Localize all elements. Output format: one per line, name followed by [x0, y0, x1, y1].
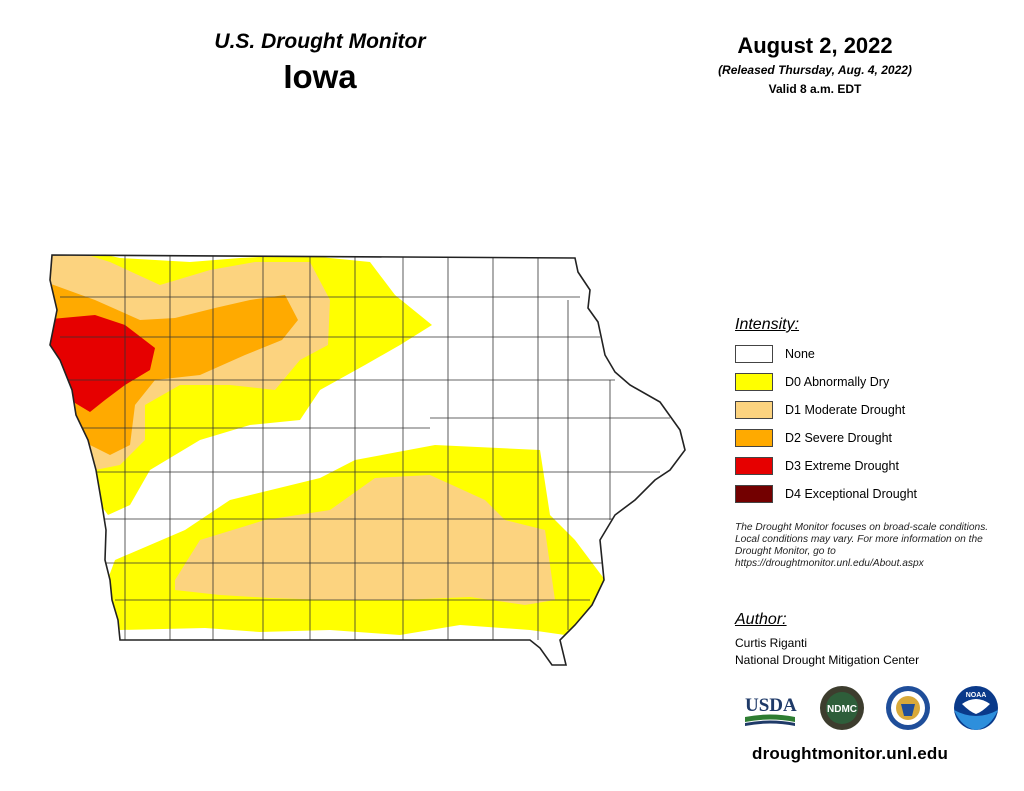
legend-title: Intensity: — [735, 316, 800, 333]
legend-swatch — [735, 373, 773, 391]
disclaimer-note: The Drought Monitor focuses on broad-sca… — [735, 522, 989, 569]
ndmc-logo-text: NDMC — [827, 704, 857, 715]
legend-item-d1: D1 Moderate Drought — [735, 396, 1015, 424]
legend-item-none: None — [735, 340, 1015, 368]
legend-item-d3: D3 Extreme Drought — [735, 452, 1015, 480]
usda-logo-text: USDA — [745, 695, 797, 716]
legend-label: D2 Severe Drought — [785, 431, 893, 445]
ndmc-logo: NDMC — [820, 686, 864, 730]
legend-item-d4: D4 Exceptional Drought — [735, 480, 1015, 508]
valid-time: Valid 8 a.m. EDT — [768, 82, 862, 96]
header-left: U.S. Drought Monitor Iowa — [150, 30, 490, 96]
drought-areas — [50, 255, 685, 665]
legend-item-d0: D0 Abnormally Dry — [735, 368, 1015, 396]
author-block: Author: Curtis Riganti National Drought … — [735, 611, 1015, 669]
legend-label: D3 Extreme Drought — [785, 459, 899, 473]
legend-swatch — [735, 401, 773, 419]
legend-swatch — [735, 485, 773, 503]
noaa-logo: NOAA — [954, 686, 998, 730]
agency-logos: USDA NDMC NOAA — [745, 686, 998, 730]
legend-label: D0 Abnormally Dry — [785, 375, 890, 389]
legend: Intensity: None D0 Abnormally Dry D1 Mod… — [735, 316, 1015, 508]
state-title: Iowa — [283, 58, 357, 95]
iowa-outline — [49, 254, 686, 666]
release-date: (Released Thursday, Aug. 4, 2022) — [718, 63, 912, 77]
legend-swatch — [735, 429, 773, 447]
area-d1-south — [175, 475, 555, 605]
legend-label: D1 Moderate Drought — [785, 403, 906, 417]
legend-item-d2: D2 Severe Drought — [735, 424, 1015, 452]
monitor-title: U.S. Drought Monitor — [214, 30, 426, 53]
county-lines — [60, 255, 670, 640]
header-right: August 2, 2022 (Released Thursday, Aug. … — [660, 33, 970, 96]
legend-label: None — [785, 347, 815, 361]
map-date: August 2, 2022 — [737, 33, 893, 58]
author-title: Author: — [735, 611, 787, 628]
author-org: National Drought Mitigation Center — [735, 653, 920, 667]
site-url[interactable]: droughtmonitor.unl.edu — [752, 744, 949, 763]
iowa-drought-map — [49, 254, 686, 666]
usda-logo: USDA — [745, 695, 797, 726]
legend-label: D4 Exceptional Drought — [785, 487, 918, 501]
author-name: Curtis Riganti — [735, 636, 808, 650]
commerce-seal-logo — [886, 686, 930, 730]
legend-swatch — [735, 345, 773, 363]
noaa-logo-text: NOAA — [966, 692, 987, 699]
legend-swatch — [735, 457, 773, 475]
